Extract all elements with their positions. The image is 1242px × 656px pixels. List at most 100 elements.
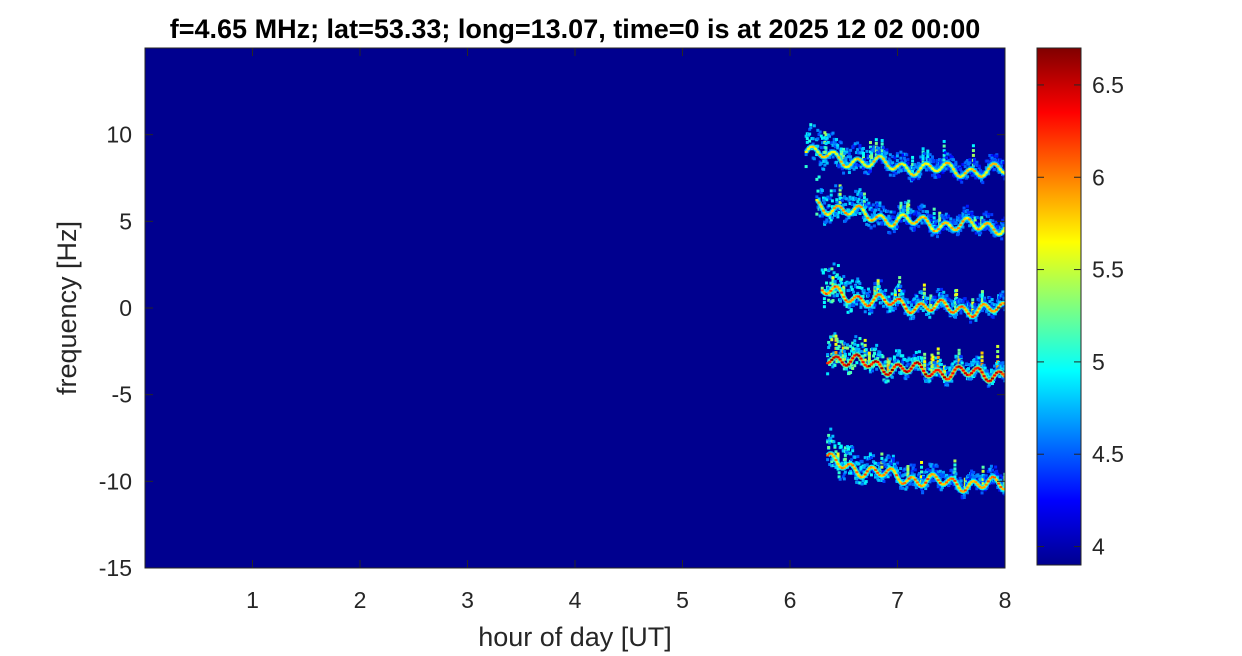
trace-speckle bbox=[975, 358, 979, 362]
trace-core bbox=[921, 303, 925, 306]
trace-speckle bbox=[843, 151, 847, 155]
trace-speckle bbox=[886, 310, 890, 314]
trace-speckle bbox=[995, 367, 999, 371]
trace-speckle bbox=[974, 359, 978, 363]
trace-speckle bbox=[827, 340, 831, 344]
trace-speckle bbox=[946, 152, 950, 156]
trace-speckle bbox=[842, 341, 846, 345]
trace-speckle bbox=[959, 483, 963, 487]
trace-speckle bbox=[888, 309, 892, 313]
trace-speckle bbox=[895, 226, 899, 230]
trace-core bbox=[906, 310, 910, 313]
trace-speckle bbox=[851, 341, 855, 345]
trace-speckle bbox=[849, 155, 853, 159]
trace-speckle bbox=[964, 213, 968, 217]
trace-speckle bbox=[872, 305, 876, 309]
trace-burst bbox=[953, 463, 957, 467]
trace-speckle bbox=[926, 484, 930, 488]
trace-speckle bbox=[889, 462, 893, 466]
trace-speckle bbox=[847, 216, 851, 220]
trace-speckle bbox=[913, 297, 917, 301]
trace-speckle bbox=[868, 167, 872, 171]
trace-speckle bbox=[845, 346, 849, 350]
trace-core bbox=[950, 226, 954, 229]
trace-core bbox=[890, 225, 894, 228]
trace-speckle bbox=[896, 461, 900, 465]
trace-speckle bbox=[837, 442, 841, 446]
trace-core bbox=[979, 227, 983, 230]
trace-speckle bbox=[927, 160, 931, 164]
trace-speckle bbox=[815, 195, 819, 199]
trace-speckle bbox=[960, 494, 964, 498]
trace-core bbox=[840, 467, 844, 470]
trace-burst bbox=[870, 151, 874, 155]
trace-core bbox=[886, 164, 890, 167]
trace-speckle bbox=[896, 353, 900, 357]
trace-speckle bbox=[910, 469, 914, 473]
trace-core bbox=[904, 307, 908, 310]
trace-speckle bbox=[874, 461, 878, 465]
trace-speckle bbox=[852, 143, 856, 147]
trace-speckle bbox=[1001, 476, 1005, 480]
trace-burst bbox=[863, 353, 867, 357]
trace-speckle bbox=[822, 305, 826, 309]
trace-speckle bbox=[883, 463, 887, 467]
trace-burst bbox=[932, 212, 936, 216]
trace-speckle bbox=[811, 142, 815, 146]
trace-core bbox=[909, 476, 913, 479]
trace-core bbox=[1003, 172, 1005, 175]
trace-speckle bbox=[912, 177, 916, 181]
trace-core bbox=[863, 303, 867, 306]
trace-core bbox=[884, 471, 888, 474]
trace-burst bbox=[880, 138, 884, 142]
trace-speckle bbox=[959, 168, 963, 172]
trace-speckle bbox=[866, 156, 870, 160]
trace-speckle bbox=[922, 152, 926, 156]
trace-core bbox=[842, 164, 846, 167]
trace-speckle bbox=[899, 219, 903, 223]
y-tick-label: 10 bbox=[106, 122, 132, 148]
trace-burst bbox=[843, 457, 847, 461]
trace-speckle bbox=[863, 456, 867, 460]
trace-speckle bbox=[962, 495, 966, 499]
trace-speckle bbox=[836, 146, 840, 150]
trace-burst bbox=[963, 479, 967, 483]
trace-core bbox=[830, 151, 834, 154]
trace-core bbox=[899, 481, 903, 484]
x-tick-label: 3 bbox=[461, 587, 474, 613]
trace-burst bbox=[1003, 472, 1005, 476]
trace-core bbox=[984, 378, 988, 381]
trace-core bbox=[995, 479, 999, 482]
trace-speckle bbox=[960, 170, 964, 174]
trace-core bbox=[899, 214, 903, 217]
trace-speckle bbox=[828, 267, 832, 271]
trace-speckle bbox=[879, 210, 883, 214]
trace-speckle bbox=[1003, 167, 1005, 171]
trace-speckle bbox=[827, 445, 831, 449]
trace-core bbox=[917, 362, 921, 365]
trace-speckle bbox=[845, 343, 849, 347]
trace-core bbox=[846, 363, 850, 366]
trace-speckle bbox=[842, 275, 846, 279]
trace-core bbox=[947, 308, 951, 311]
trace-speckle bbox=[815, 153, 819, 157]
trace-speckle bbox=[887, 214, 891, 218]
trace-speckle bbox=[931, 466, 935, 470]
trace-burst bbox=[838, 201, 842, 205]
trace-speckle bbox=[868, 312, 872, 316]
trace-speckle bbox=[865, 222, 869, 226]
trace-speckle bbox=[959, 479, 963, 483]
trace-core bbox=[940, 166, 944, 169]
trace-speckle bbox=[948, 167, 952, 171]
trace-speckle bbox=[971, 215, 975, 219]
trace-burst bbox=[953, 467, 957, 471]
trace-core bbox=[999, 371, 1003, 374]
trace-core bbox=[821, 155, 825, 158]
trace-speckle bbox=[872, 211, 876, 215]
trace-core bbox=[937, 228, 941, 231]
trace-speckle bbox=[922, 293, 926, 297]
trace-speckle bbox=[829, 436, 833, 440]
trace-speckle bbox=[898, 473, 902, 477]
trace-speckle bbox=[916, 473, 920, 477]
trace-burst bbox=[893, 295, 897, 299]
